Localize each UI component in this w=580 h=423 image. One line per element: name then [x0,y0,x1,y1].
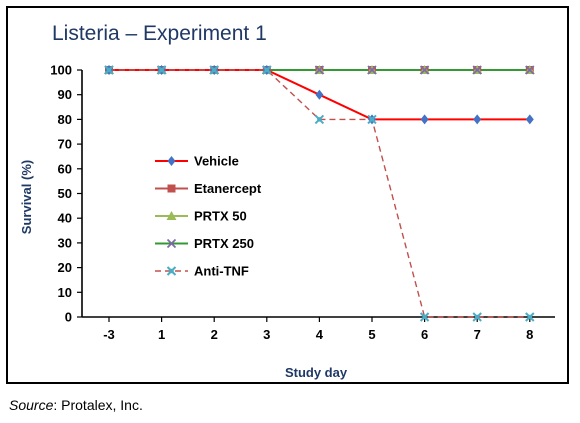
y-tick-label: 100 [50,63,72,78]
marker-center [264,67,269,73]
source-prefix: Source [9,397,54,413]
x-tick-label: 3 [263,327,270,342]
y-tick-label: 40 [58,211,72,226]
tick-labels: 0 10 20 30 40 50 60 70 80 90 100 -3 1 2 3 4 5 6 7 8 [50,63,533,343]
legend-label-prtx-250: PRTX 250 [194,236,254,251]
x-tick-label: 5 [368,327,375,342]
y-tick-label: 80 [58,112,72,127]
marker-stroke [314,65,325,75]
data-point-vehicle [473,114,482,125]
legend-marker-vehicle [167,156,176,166]
marker-center [527,314,532,320]
source-text: : Protalex, Inc. [53,397,143,413]
data-point-prtx-250 [472,65,482,75]
legend-marker-prtx-50 [166,211,177,220]
marker-center [169,268,174,274]
legend: Vehicle Etanercept PRTX 50 PRTX 250 Anti-TNF [155,154,262,279]
figure-frame: Listeria – Experiment 1 0 10 20 30 40 50 60 70 8… [6,6,569,384]
data-point-vehicle [525,114,534,125]
data-point-anti-tnf [156,65,167,75]
legend-label-anti-tnf: Anti-TNF [194,264,249,279]
series-lines [109,69,530,318]
data-point-prtx-250 [525,65,535,75]
marker-stroke [166,238,177,249]
marker-stroke [367,65,377,75]
legend-marker-etanercept [167,184,176,193]
x-tick-label: 7 [474,327,481,342]
x-tick-label: 4 [316,327,324,342]
x-axis-label: Study day [285,365,348,380]
legend-label-etanercept: Etanercept [194,181,262,196]
legend-marker-prtx-250 [166,238,177,249]
y-tick-label: 20 [58,260,72,275]
y-tick-label: 90 [58,87,72,102]
axes [77,69,555,322]
marker-stroke [472,65,482,75]
data-point-anti-tnf [104,65,114,75]
y-tick-label: 10 [58,285,72,300]
chart-title: Listeria – Experiment 1 [52,22,267,45]
data-point-anti-tnf [525,312,535,322]
data-point-anti-tnf [367,114,377,125]
data-point-anti-tnf [314,114,325,125]
marker-stroke [419,65,430,75]
x-tick-label: 1 [158,327,165,342]
data-point-vehicle [315,89,324,100]
series-line-anti-tnf [109,69,530,318]
source-note: Source: Protalex, Inc. [9,397,143,413]
y-tick-label: 0 [65,310,72,325]
x-tick-label: 6 [421,327,428,342]
survival-chart: Listeria – Experiment 1 0 10 20 30 40 50 60 70 8… [19,22,555,380]
y-axis-label: Survival (%) [19,160,34,234]
marker-center [369,117,375,122]
x-tick-label: 2 [211,327,218,342]
marker-center [475,314,480,320]
data-point-anti-tnf [419,312,430,322]
data-point-anti-tnf [209,65,219,75]
y-tick-label: 70 [58,137,72,152]
y-tick-label: 60 [58,161,72,176]
x-tick-label: -3 [103,327,115,342]
data-point-anti-tnf [262,65,272,75]
marker-center [106,67,112,73]
data-point-anti-tnf [472,312,482,322]
legend-label-vehicle: Vehicle [194,154,239,169]
legend-marker-anti-tnf [166,266,177,276]
y-tick-label: 30 [58,235,72,250]
marker-center [317,117,322,122]
marker-center [212,67,217,73]
marker-center [159,67,164,73]
data-point-vehicle [420,114,429,125]
data-point-prtx-250 [314,65,325,75]
legend-label-prtx-50: PRTX 50 [194,209,247,224]
data-point-prtx-250 [367,65,377,75]
x-tick-label: 8 [526,327,533,342]
marker-center [422,314,427,320]
marker-stroke [525,65,535,75]
y-tick-label: 50 [58,186,72,201]
series-markers [104,65,535,322]
data-point-prtx-250 [419,65,430,75]
